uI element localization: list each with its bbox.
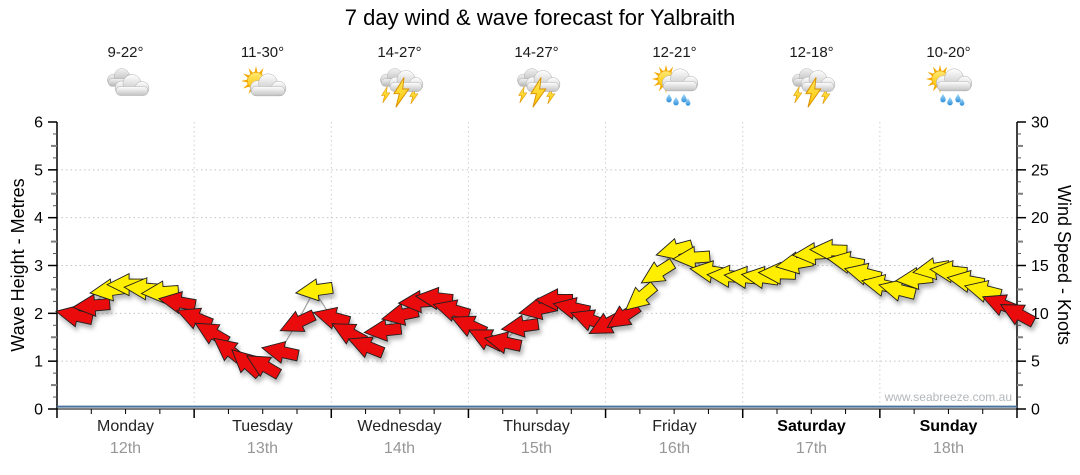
wind-arrow — [347, 336, 386, 359]
right-axis-tick-label: 15 — [1031, 258, 1049, 275]
date-label-17th: 17th — [795, 440, 828, 457]
left-axis-tick-label: 2 — [34, 306, 43, 323]
wind-arrow — [483, 331, 523, 355]
right-axis-tick-label: 0 — [1031, 402, 1040, 419]
left-axis-tick-label: 5 — [34, 162, 43, 179]
weather-icon-thunderstorm — [331, 60, 468, 110]
temp-range-thursday: 14-27° — [514, 44, 559, 61]
date-label-13th: 13th — [246, 440, 279, 457]
day-label-thursday: Thursday — [503, 418, 570, 435]
wind-arrow-series — [55, 237, 1037, 380]
day-label-friday: Friday — [652, 418, 697, 435]
left-axis-tick-label: 6 — [34, 115, 43, 132]
thunderstorm-icon — [791, 68, 835, 108]
sun-showers-icon — [651, 64, 698, 106]
date-label-18th: 18th — [932, 440, 965, 457]
left-axis-tick-label: 3 — [34, 258, 43, 275]
thunderstorm-icon — [379, 68, 423, 108]
right-axis-tick-label: 5 — [1031, 354, 1040, 371]
wind-arrow — [432, 299, 472, 322]
day-label-monday: Monday — [97, 418, 154, 435]
date-label-12th: 12th — [109, 440, 142, 457]
weather-icon-partly-sunny — [194, 60, 331, 110]
temp-range-saturday: 12-18° — [789, 44, 834, 61]
day-label-sunday: Sunday — [919, 418, 978, 435]
wind-arrow — [624, 281, 659, 311]
day-label-wednesday: Wednesday — [357, 418, 442, 435]
page-title: 7 day wind & wave forecast for Yalbraith — [344, 5, 736, 30]
watermark-text: www.seabreeze.com.au — [884, 390, 1012, 404]
weather-icon-cloudy — [57, 60, 194, 110]
date-label-16th: 16th — [658, 440, 691, 457]
temp-range-tuesday: 11-30° — [240, 44, 285, 61]
partly-sunny-icon — [240, 66, 286, 97]
wind-arrow — [640, 258, 677, 284]
day-label-saturday: Saturday — [777, 418, 846, 435]
left-axis-title: Wave Height - Metres — [8, 178, 28, 352]
date-label-15th: 15th — [520, 440, 553, 457]
weather-icon-sun-showers — [606, 60, 743, 110]
temp-range-wednesday: 14-27° — [377, 44, 422, 61]
wind-arrow — [500, 314, 540, 338]
day-label-tuesday: Tuesday — [232, 418, 293, 435]
temp-range-friday: 12-21° — [652, 44, 697, 61]
temp-range-sunday: 10-20° — [926, 44, 971, 61]
right-axis-tick-label: 20 — [1031, 210, 1049, 227]
left-axis-tick-label: 1 — [34, 354, 43, 371]
date-label-14th: 14th — [383, 440, 416, 457]
wind-arrow — [294, 278, 334, 302]
wind-arrow — [260, 340, 300, 364]
weather-icon-thunderstorm — [468, 60, 605, 110]
sun-showers-icon — [925, 64, 972, 106]
wind-arrow — [71, 293, 111, 318]
weather-icon-sun-showers — [880, 60, 1017, 110]
cloudy-icon — [106, 68, 149, 96]
right-axis-tick-label: 30 — [1031, 115, 1049, 132]
thunderstorm-icon — [516, 68, 560, 108]
right-axis-tick-label: 25 — [1031, 162, 1049, 179]
wind-arrow — [279, 309, 317, 332]
wind-arrow — [245, 355, 283, 380]
temp-range-monday: 9-22° — [107, 44, 144, 61]
left-axis-tick-label: 4 — [34, 210, 43, 227]
left-axis-tick-label: 0 — [34, 402, 43, 419]
weather-icon-thunderstorm — [743, 60, 880, 110]
right-axis-title: Wind Speed - Knots — [1054, 184, 1074, 346]
wind-arrow — [999, 304, 1037, 328]
wind-arrow — [312, 306, 352, 330]
